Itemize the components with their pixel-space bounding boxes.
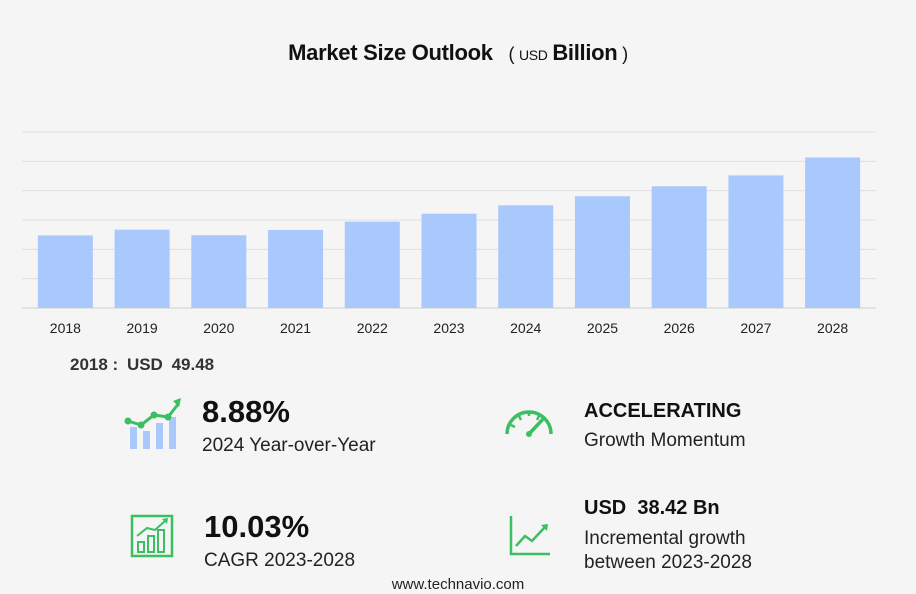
kpi-incremental-label-1: Incremental growth [584, 528, 746, 549]
speedometer-icon [505, 410, 553, 437]
unit-currency: USD [518, 47, 548, 63]
x-tick-label: 2018 [50, 320, 81, 336]
line-trend-icon [509, 516, 550, 556]
bar-2026 [651, 186, 707, 308]
base-year-value: 2018 : USD 49.48 [70, 355, 218, 375]
kpi-momentum: ACCELERATING Growth Momentum [584, 401, 746, 453]
kpi-cagr: 10.03% CAGR 2023-2028 [204, 511, 355, 573]
kpi-incremental: USD 38.42 Bn Incremental growth between … [584, 498, 752, 575]
chart-unit: ( USD Billion ) [508, 40, 629, 65]
unit-scale: Billion [552, 40, 618, 65]
growth-chart-icon [124, 398, 181, 449]
kpi-momentum-label: Growth Momentum [584, 430, 746, 451]
base-currency: USD [126, 355, 163, 374]
bar-2023 [421, 213, 477, 308]
kpi-incremental-label-2: between 2023-2028 [584, 551, 752, 573]
x-tick-label: 2025 [587, 320, 618, 336]
x-tick-label: 2027 [740, 320, 771, 336]
x-tick-label: 2023 [433, 320, 464, 336]
kpi-yoy: 8.88% 2024 Year-over-Year [202, 396, 376, 458]
kpi-cagr-value: 10.03% [204, 509, 310, 544]
x-tick-label: 2026 [664, 320, 695, 336]
bar-2022 [344, 221, 400, 308]
source-footer: www.technavio.com [391, 576, 525, 593]
bar-2027 [728, 175, 784, 308]
bar-2020 [191, 235, 247, 308]
x-tick-label: 2021 [280, 320, 311, 336]
unit-open-paren: ( [508, 44, 515, 64]
x-tick-label: 2020 [203, 320, 234, 336]
kpi-momentum-value: ACCELERATING [584, 400, 742, 422]
bar-2021 [268, 229, 324, 308]
kpi-cagr-label: CAGR 2023-2028 [204, 550, 356, 571]
x-tick-label: 2019 [127, 320, 158, 336]
kpi-yoy-value: 8.88% [202, 394, 290, 429]
base-year-label: 2018 : [70, 355, 119, 374]
chart-title: Market Size Outlook ( USD Billion ) [0, 40, 916, 66]
bar-2025 [574, 196, 630, 308]
bar-2024 [498, 205, 554, 308]
kpi-incremental-value: USD 38.42 Bn [584, 497, 720, 519]
bar-growth-icon [130, 514, 174, 558]
bar-2019 [114, 229, 170, 308]
x-tick-label: 2022 [357, 320, 388, 336]
x-tick-label: 2024 [510, 320, 541, 336]
bar-2018 [37, 235, 93, 308]
chart-title-text: Market Size Outlook [288, 40, 493, 65]
bar-2028 [805, 157, 861, 308]
bar-chart: 2018 2019 2020 2021 2022 2023 2024 2025 2026 2027… [22, 131, 876, 336]
x-tick-label: 2028 [817, 320, 848, 336]
kpi-yoy-label: 2024 Year-over-Year [202, 435, 376, 456]
base-amount: 49.48 [171, 355, 215, 374]
unit-close-paren: ) [622, 44, 628, 64]
